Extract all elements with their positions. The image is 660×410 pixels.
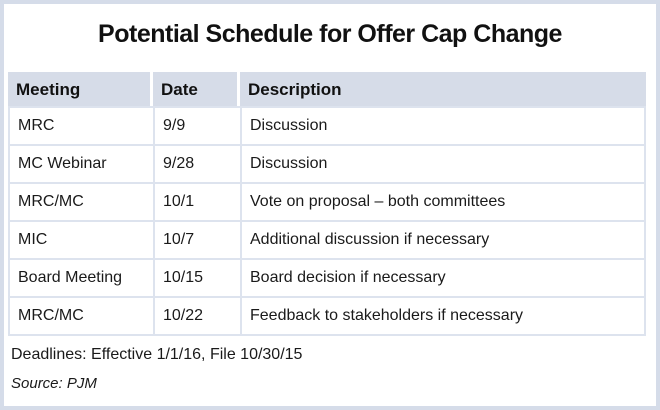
- cell-date: 10/22: [155, 298, 240, 334]
- cell-date: 10/7: [155, 222, 240, 258]
- cell-description: Board decision if necessary: [242, 260, 644, 296]
- cell-description: Additional discussion if necessary: [242, 222, 644, 258]
- schedule-table: Meeting Date Description MRC 9/9 Discuss…: [8, 72, 646, 336]
- cell-date: 10/1: [155, 184, 240, 220]
- table-header-row: Meeting Date Description: [8, 72, 646, 106]
- cell-meeting: MRC/MC: [10, 184, 153, 220]
- column-header-date: Date: [153, 72, 237, 106]
- cell-description: Discussion: [242, 108, 644, 144]
- cell-meeting: MRC: [10, 108, 153, 144]
- cell-description: Vote on proposal – both committees: [242, 184, 644, 220]
- column-header-meeting: Meeting: [8, 72, 150, 106]
- cell-description: Discussion: [242, 146, 644, 182]
- table-body: MRC 9/9 Discussion MC Webinar 9/28 Discu…: [8, 106, 646, 336]
- page-title: Potential Schedule for Offer Cap Change: [98, 20, 562, 48]
- cell-meeting: MIC: [10, 222, 153, 258]
- deadlines-note: Deadlines: Effective 1/1/16, File 10/30/…: [11, 346, 303, 363]
- column-header-description: Description: [240, 72, 646, 106]
- source-attribution: Source: PJM: [11, 375, 97, 392]
- cell-meeting: Board Meeting: [10, 260, 153, 296]
- cell-meeting: MC Webinar: [10, 146, 153, 182]
- cell-date: 9/9: [155, 108, 240, 144]
- cell-date: 10/15: [155, 260, 240, 296]
- cell-meeting: MRC/MC: [10, 298, 153, 334]
- cell-description: Feedback to stakeholders if necessary: [242, 298, 644, 334]
- cell-date: 9/28: [155, 146, 240, 182]
